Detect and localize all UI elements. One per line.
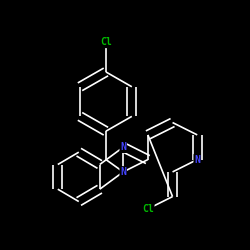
Text: Cl: Cl <box>100 37 112 47</box>
Text: N: N <box>194 154 200 164</box>
Text: Cl: Cl <box>142 204 154 214</box>
Text: N: N <box>120 142 126 152</box>
Text: N: N <box>120 167 126 177</box>
